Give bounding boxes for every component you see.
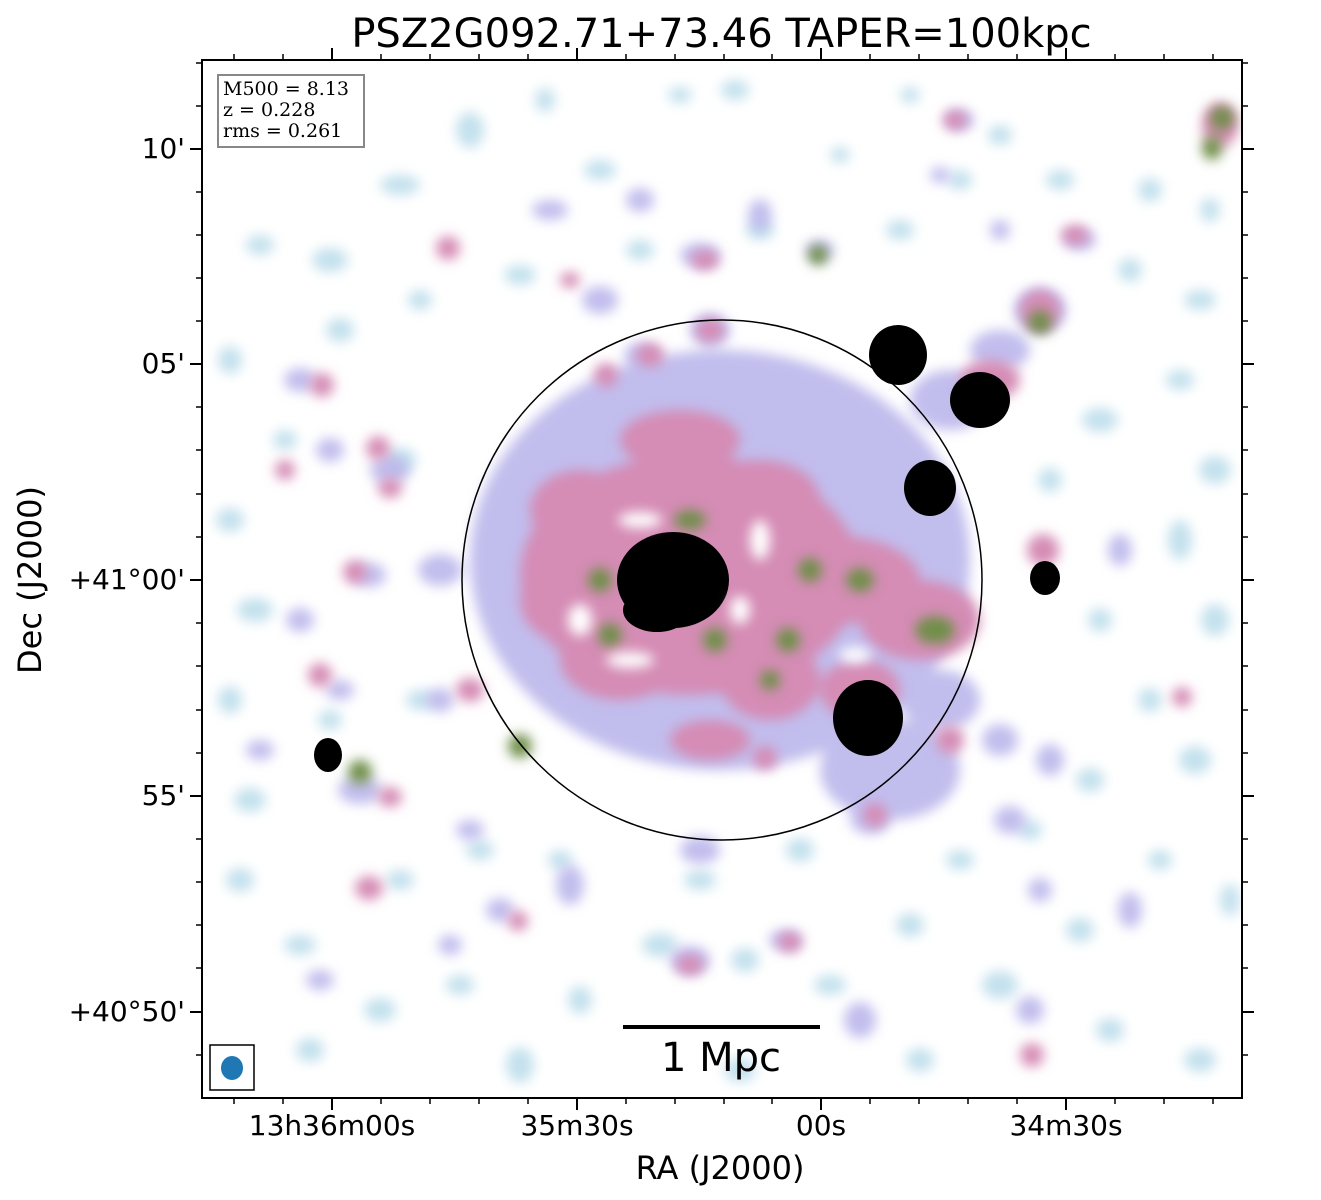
- scale-bar-label: 1 Mpc: [660, 1035, 782, 1081]
- y-tick-label: 05': [141, 347, 185, 380]
- x-tick-label: 35m30s: [520, 1109, 634, 1142]
- x-tick-label: 00s: [795, 1109, 847, 1142]
- beam-indicator: [209, 1044, 255, 1091]
- y-tick-label: 55': [141, 779, 185, 812]
- source-ne-1: [869, 325, 927, 385]
- high-emission: [348, 106, 1234, 784]
- y-minor-ticks: [196, 62, 1248, 1056]
- x-axis-label: RA (J2000): [635, 1149, 805, 1187]
- y-tick-label: 10': [141, 132, 185, 165]
- x-tick-label: 34m30s: [1009, 1109, 1123, 1142]
- rms-value: rms = 0.261: [223, 120, 343, 142]
- info-box: M500 = 8.13 z = 0.228 rms = 0.261: [217, 74, 365, 148]
- x-tick-label: 13h36m00s: [248, 1109, 416, 1142]
- redshift-value: z = 0.228: [223, 99, 316, 121]
- faint-emission: [216, 80, 1240, 1083]
- y-tick-label: +40°50': [68, 995, 185, 1028]
- y-axis-label: Dec (J2000): [11, 486, 49, 674]
- compact-sources: [314, 325, 1060, 772]
- source-far-e: [1030, 561, 1060, 595]
- figure-title: PSZ2G092.71+73.46 TAPER=100kpc: [351, 11, 1092, 57]
- x-major-ticks: [331, 48, 1067, 1110]
- beam-ellipse: [221, 1056, 243, 1080]
- source-w: [314, 738, 342, 772]
- source-e: [904, 460, 956, 516]
- y-major-ticks: [190, 148, 1254, 1013]
- y-tick-label: +41°00': [68, 563, 185, 596]
- artefact-gaps: [568, 512, 871, 668]
- r500-circle: [461, 319, 983, 841]
- emission-map: [202, 60, 1242, 1098]
- source-se: [833, 680, 903, 756]
- x-minor-ticks: [233, 54, 1214, 1104]
- source-ne-2: [950, 372, 1010, 428]
- m500-value: M500 = 8.13: [223, 78, 350, 100]
